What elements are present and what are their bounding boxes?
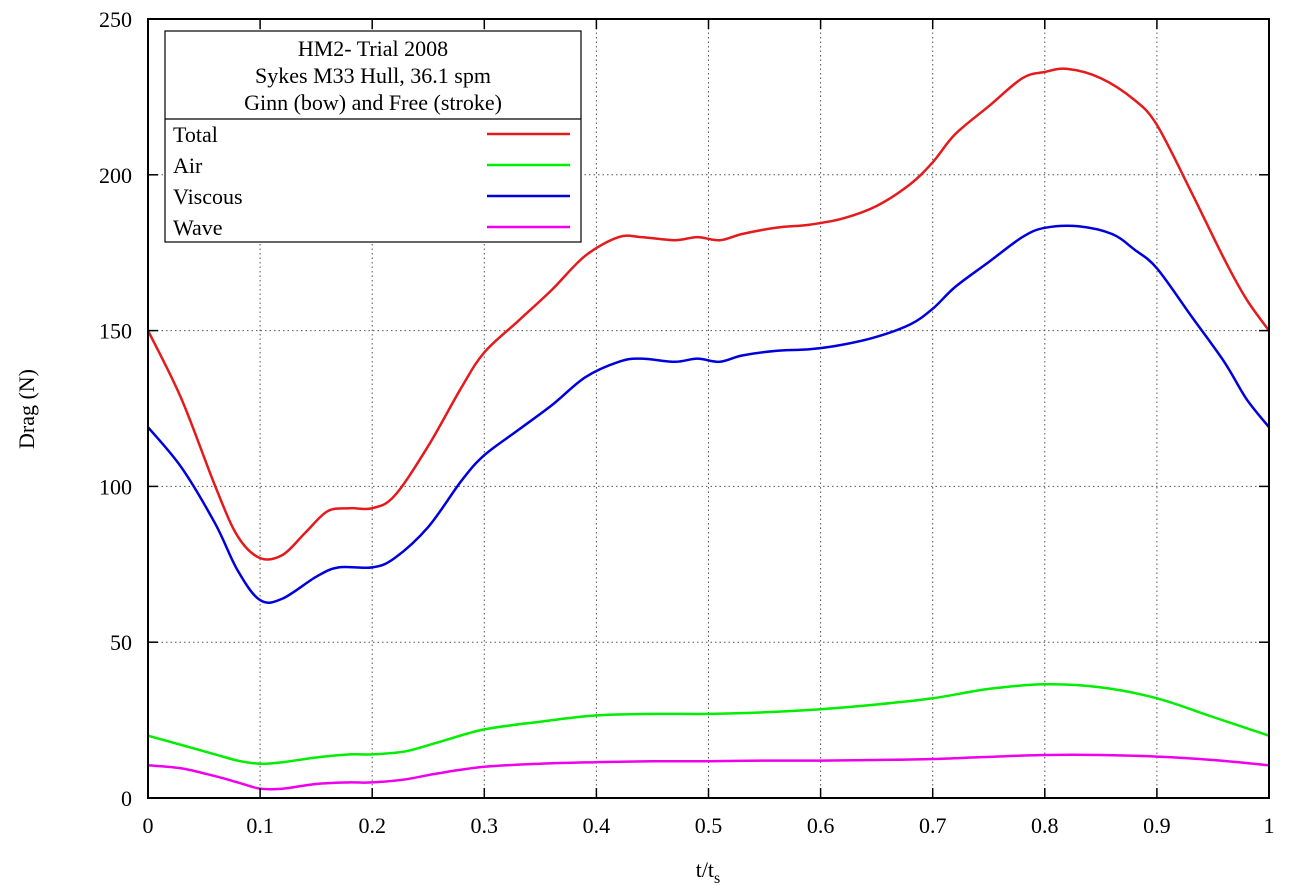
legend-title-line-1: HM2- Trial 2008 xyxy=(298,36,448,61)
x-tick-label: 0.2 xyxy=(358,813,386,838)
legend-label-total: Total xyxy=(173,122,218,147)
x-tick-label: 0.3 xyxy=(471,813,499,838)
x-tick-label: 0.6 xyxy=(807,813,835,838)
grid-lines xyxy=(148,19,1269,798)
series-lines xyxy=(146,67,1271,791)
x-tick-label: 1 xyxy=(1264,813,1275,838)
legend: HM2- Trial 2008 Sykes M33 Hull, 36.1 spm… xyxy=(164,30,582,243)
series-line-wave xyxy=(147,753,1270,791)
x-tick-label: 0.5 xyxy=(695,813,723,838)
legend-label-wave: Wave xyxy=(173,215,223,240)
x-axis-label-subscript: s xyxy=(714,870,720,887)
y-tick-label: 200 xyxy=(99,163,132,188)
x-tick-label: 0.4 xyxy=(583,813,611,838)
legend-label-air: Air xyxy=(173,153,203,178)
legend-title-line-3: Ginn (bow) and Free (stroke) xyxy=(244,90,502,115)
y-axis-label: Drag (N) xyxy=(14,369,39,449)
legend-title-line-2: Sykes M33 Hull, 36.1 spm xyxy=(255,63,491,88)
legend-label-viscous: Viscous xyxy=(173,184,243,209)
x-tick-label: 0.1 xyxy=(246,813,274,838)
y-tick-label: 0 xyxy=(121,786,132,811)
plot-frame xyxy=(147,18,1270,799)
y-tick-label: 250 xyxy=(99,7,132,32)
y-tick-label: 100 xyxy=(99,474,132,499)
series-line-viscous xyxy=(147,224,1270,604)
x-tick-label: 0.8 xyxy=(1031,813,1059,838)
series-line-total xyxy=(146,67,1271,561)
x-axis-label: t/ts xyxy=(696,857,721,887)
x-tick-label: 0.7 xyxy=(919,813,947,838)
x-tick-label: 0 xyxy=(143,813,154,838)
legend-entries: Total Air Viscous Wave xyxy=(173,122,570,240)
series-line-air xyxy=(147,682,1270,766)
y-tick-label: 50 xyxy=(110,630,132,655)
legend-box xyxy=(164,30,582,243)
y-tick-label: 150 xyxy=(99,319,132,344)
tick-labels: 0 0.1 0.2 0.3 0.4 0.5 0.6 0.7 0.8 0.9 1 0 50 100 150 20… xyxy=(99,7,1275,838)
x-tick-label: 0.9 xyxy=(1143,813,1171,838)
x-axis-label-main: t/t xyxy=(696,857,714,882)
